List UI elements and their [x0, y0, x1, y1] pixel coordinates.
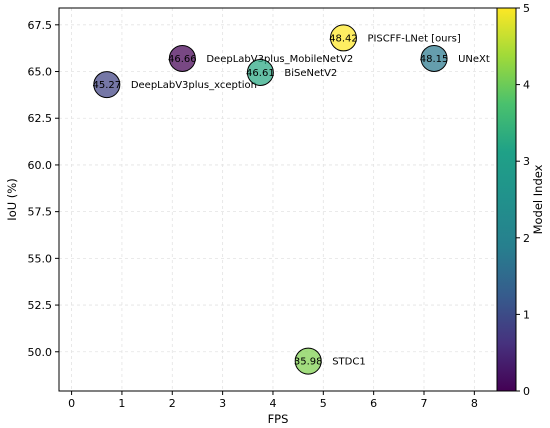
colorbar-gradient	[496, 7, 517, 392]
colorbar-tick-label: 5	[523, 2, 530, 15]
x-tick-label: 5	[320, 397, 327, 410]
colorbar-tick-label: 3	[523, 155, 530, 168]
x-tick-label: 3	[219, 397, 226, 410]
grid	[59, 8, 497, 391]
data-point-label: STDC1	[332, 357, 366, 368]
data-point-value: 46.66	[168, 54, 197, 65]
data-point-label: DeepLabV3plus_MobileNetV2	[206, 54, 353, 65]
data-point-label: PISCFF-LNet [ours]	[367, 33, 460, 44]
y-tick-label: 50.0	[28, 346, 53, 359]
x-tick-label: 4	[269, 397, 276, 410]
data-point-label: DeepLabV3plus_xception	[131, 80, 257, 91]
x-axis-label: FPS	[268, 412, 289, 426]
colorbar-tick-label: 4	[523, 79, 530, 92]
y-tick-label: 62.5	[28, 112, 53, 125]
data-points: 46.66 DeepLabV3plus_MobileNetV2 45.27 DeepL…	[93, 24, 490, 375]
data-point: 48.15 UNeXt	[420, 44, 490, 72]
data-point-value: 48.15	[420, 54, 449, 65]
data-point-value: 48.42	[329, 33, 358, 44]
y-tick-label: 67.5	[28, 19, 53, 32]
y-tick-label: 57.5	[28, 206, 53, 219]
data-point: 46.61 BiSeNetV2	[246, 58, 337, 86]
data-point-value: 46.61	[246, 68, 275, 79]
x-tick-label: 1	[118, 397, 125, 410]
data-point: 46.66 DeepLabV3plus_MobileNetV2	[168, 44, 353, 72]
x-tick-label: 6	[370, 397, 377, 410]
y-tick-label: 60.0	[28, 159, 53, 172]
colorbar-tick-label: 1	[523, 308, 530, 321]
data-point-label: BiSeNetV2	[284, 68, 337, 79]
colorbar-label: Model Index	[531, 164, 545, 234]
y-tick-label: 65.0	[28, 66, 53, 79]
x-tick-label: 8	[471, 397, 478, 410]
y-tick-label: 52.5	[28, 299, 53, 312]
data-point: 35.98 STDC1	[294, 347, 366, 375]
data-point-bubble	[420, 44, 448, 72]
x-tick-label: 7	[421, 397, 428, 410]
colorbar-tick-label: 0	[523, 385, 530, 398]
axes: 0 1 2 3 4 5 6 7 8 50.0 52.5 55.0 57.5 60.0 62.5 65.0 67.…	[28, 19, 478, 410]
data-point: 48.42 PISCFF-LNet [ours]	[329, 24, 461, 52]
data-point-bubble	[329, 24, 357, 52]
y-axis-label: IoU (%)	[5, 178, 19, 220]
x-tick-label: 0	[68, 397, 75, 410]
data-point-bubble	[168, 44, 196, 72]
data-point-value: 45.27	[93, 80, 122, 91]
data-point-bubble	[294, 347, 322, 375]
y-tick-label: 55.0	[28, 252, 53, 265]
data-point: 45.27 DeepLabV3plus_xception	[93, 71, 257, 99]
x-tick-label: 2	[169, 397, 176, 410]
colorbar-tick-label: 2	[523, 232, 530, 245]
data-point-bubble	[93, 71, 121, 99]
data-point-value: 35.98	[294, 357, 323, 368]
colorbar: 0 1 2 3 4 5	[496, 2, 530, 398]
data-point-label: UNeXt	[458, 54, 490, 65]
data-point-bubble	[246, 58, 274, 86]
